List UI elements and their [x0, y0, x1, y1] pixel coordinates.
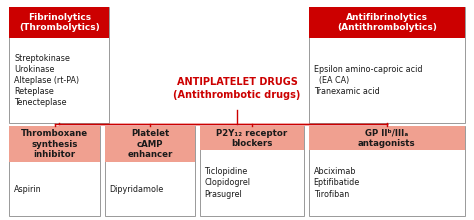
Text: Thromboxane
synthesis
inhibitor: Thromboxane synthesis inhibitor	[21, 129, 88, 159]
FancyBboxPatch shape	[105, 126, 195, 216]
FancyBboxPatch shape	[105, 126, 195, 162]
Text: Streptokinase
Urokinase
Alteplase (rt-PA)
Reteplase
Tenecteplase: Streptokinase Urokinase Alteplase (rt-PA…	[14, 54, 79, 107]
Text: Fibrinolytics
(Thrombolytics): Fibrinolytics (Thrombolytics)	[19, 13, 100, 32]
Text: Dipyridamole: Dipyridamole	[109, 185, 164, 194]
Text: Ticlopidine
Clopidogrel
Prasugrel: Ticlopidine Clopidogrel Prasugrel	[204, 167, 250, 199]
FancyBboxPatch shape	[9, 126, 100, 216]
Text: Antifibrinolytics
(Antithrombolytics): Antifibrinolytics (Antithrombolytics)	[337, 13, 437, 32]
Text: Epsilon amino-caproic acid
  (EA CA)
Tranexamic acid: Epsilon amino-caproic acid (EA CA) Trane…	[314, 65, 422, 96]
FancyBboxPatch shape	[9, 126, 100, 162]
FancyBboxPatch shape	[200, 126, 304, 150]
FancyBboxPatch shape	[309, 7, 465, 38]
FancyBboxPatch shape	[200, 126, 304, 216]
FancyBboxPatch shape	[9, 7, 109, 38]
Text: P2Y₁₂ receptor
blockers: P2Y₁₂ receptor blockers	[217, 128, 288, 148]
Text: ANTIPLATELET DRUGS
(Antithrombotic drugs): ANTIPLATELET DRUGS (Antithrombotic drugs…	[173, 77, 301, 100]
FancyBboxPatch shape	[9, 7, 109, 123]
Text: Platelet
cAMP
enhancer: Platelet cAMP enhancer	[127, 129, 173, 159]
Text: Abciximab
Eptifibatide
Tirofiban: Abciximab Eptifibatide Tirofiban	[314, 167, 360, 199]
Text: GP IIᵇ/IIIₐ
antagonists: GP IIᵇ/IIIₐ antagonists	[358, 128, 416, 148]
FancyBboxPatch shape	[309, 126, 465, 150]
Text: Aspirin: Aspirin	[14, 185, 42, 194]
FancyBboxPatch shape	[309, 126, 465, 216]
FancyBboxPatch shape	[309, 7, 465, 123]
